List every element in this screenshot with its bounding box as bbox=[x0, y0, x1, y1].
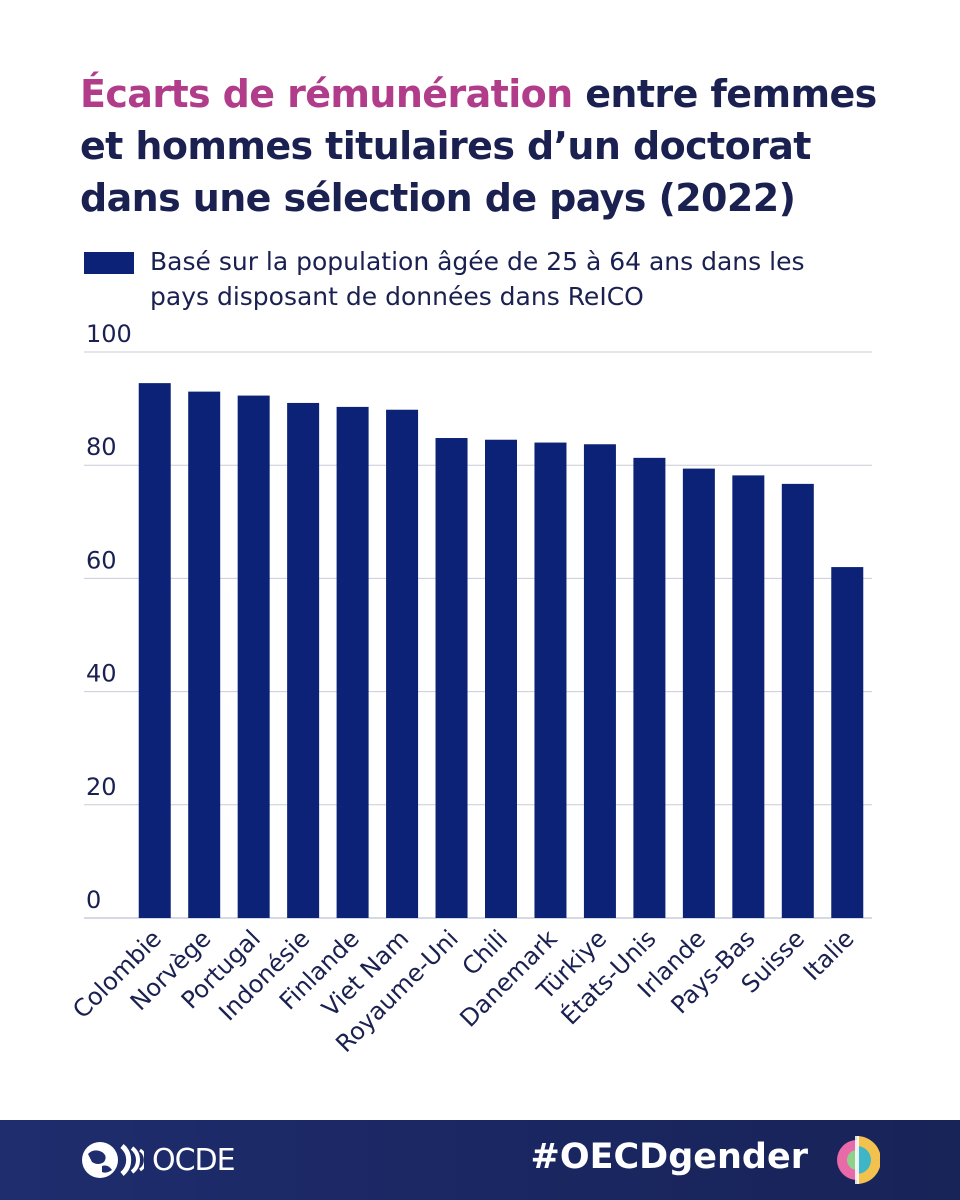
bar-chart: 020406080100ColombieNorvègePortugalIndon… bbox=[67, 320, 872, 1058]
chart-title: Écarts de rémunération entre femmes et h… bbox=[80, 68, 900, 224]
bar bbox=[188, 391, 221, 918]
gender-emblem-icon bbox=[837, 1136, 880, 1184]
y-tick-label: 0 bbox=[86, 886, 101, 914]
bar bbox=[781, 483, 814, 918]
legend-swatch bbox=[84, 252, 134, 274]
y-tick-label: 80 bbox=[86, 433, 117, 461]
bar bbox=[336, 406, 369, 918]
bar bbox=[386, 409, 419, 918]
legend: Basé sur la population âgée de 25 à 64 a… bbox=[84, 244, 884, 314]
bar bbox=[237, 395, 270, 918]
bar bbox=[831, 567, 864, 918]
title-highlight: Écarts de rémunération bbox=[80, 72, 573, 116]
x-tick-label: Italie bbox=[798, 924, 860, 986]
legend-label: Basé sur la population âgée de 25 à 64 a… bbox=[150, 247, 805, 311]
bar bbox=[485, 439, 517, 918]
bar bbox=[138, 383, 171, 918]
y-tick-label: 40 bbox=[86, 660, 117, 688]
bar bbox=[633, 457, 666, 918]
bar bbox=[534, 442, 567, 918]
y-tick-label: 60 bbox=[86, 546, 117, 574]
bar bbox=[682, 468, 715, 918]
bar bbox=[732, 475, 765, 918]
hashtag: #OECDgender bbox=[530, 1137, 809, 1177]
bar bbox=[287, 402, 320, 918]
oecd-globe-icon bbox=[82, 1142, 144, 1178]
bar bbox=[583, 444, 616, 918]
y-tick-label: 20 bbox=[86, 773, 117, 801]
oecd-logo: OCDE bbox=[80, 1140, 236, 1180]
oecd-logo-text: OCDE bbox=[152, 1142, 236, 1178]
footer: OCDE #OECDgender bbox=[0, 1120, 960, 1200]
title-rest: entre femmes et hommes titulaires d’un d… bbox=[80, 72, 877, 220]
y-tick-label: 100 bbox=[86, 320, 132, 348]
bar bbox=[435, 438, 468, 918]
